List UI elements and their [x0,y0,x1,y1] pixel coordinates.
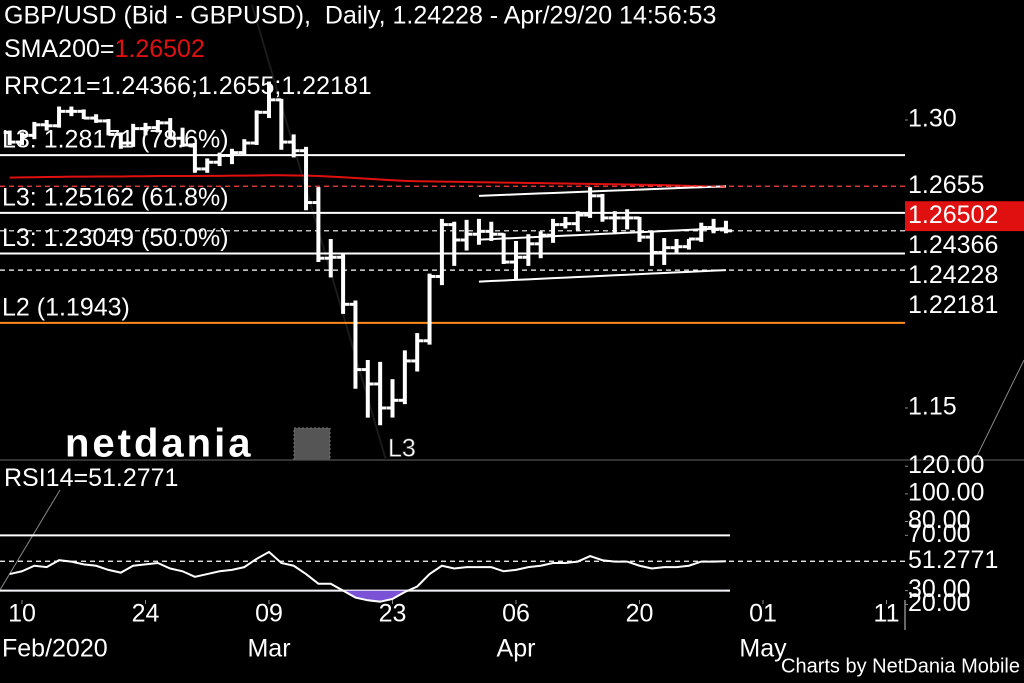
sma-header: SMA200=1.26502 [4,35,205,63]
rsi-tick-label: 30.00 [908,575,971,603]
rsi-header: RSI14=51.2771 [4,464,178,492]
x-tick-label: 11 [874,600,900,628]
channel-lower [478,269,726,283]
oversold-fill [9,590,726,602]
x-month-label: Mar [247,635,290,663]
decor-line [974,359,1024,461]
watermark-icon [293,427,331,460]
price-tag-bg [905,201,1024,232]
x-tick-label: 01 [749,600,777,628]
price-tag: 1.26502 [908,201,998,229]
sma-line [9,174,726,189]
y-tick-label: 1.30 [908,105,957,133]
sma-label: SMA200= [4,35,115,63]
trend-line-label: L3 [388,435,416,463]
price-tag-bg [905,171,1024,202]
level-label: L2 (1.1943) [2,294,130,322]
rsi-tick-label: 80.00 [908,506,971,534]
x-month-label: May [739,635,787,663]
x-month-label: Feb/2020 [2,635,108,663]
footer: Charts by NetDania Mobile [781,655,1020,677]
y-tick-label: 1.15 [908,393,957,421]
rsi-panel [0,534,905,603]
level-label: L3: 1.25162 (61.8%) [2,183,229,211]
axes: 1.301.251.201.15120.00100.0080.0070.0030… [2,105,1024,663]
channel-middle-value: 1.24366 [101,72,191,100]
price-tag: 1.2655 [908,171,984,199]
price-tag-bg [905,291,1024,322]
price-tag: 1.22181 [908,291,998,319]
x-tick-label: 06 [502,600,530,628]
channel-middle [478,227,726,241]
channel-header: RRC21=1.24366;1.2655;1.22181 [4,72,372,100]
x-tick-label: 20 [626,600,654,628]
rsi-tick-label: 70.00 [908,520,971,548]
rsi-label: RSI14= [4,464,88,492]
x-month-label: Apr [497,635,536,663]
level-label: L3: 1.28171 (78.6%) [2,126,229,154]
rsi-tick-label: 100.00 [908,478,984,506]
sma-value: 1.26502 [115,35,205,63]
watermark-group: netdania [65,422,331,466]
rsi-value: 51.2771 [88,464,178,492]
price-tag: 1.24366 [908,231,998,259]
chart-title: GBP/USD (Bid - GBPUSD), Daily, 1.24228 -… [4,2,716,30]
rsi-tag: 51.2771 [908,546,998,574]
price-tag: 1.24228 [908,261,998,289]
x-tick-label: 09 [255,600,283,628]
rsi-tick-label: 20.00 [908,589,971,617]
price-tag-bg [905,231,1024,262]
level-label: L3: 1.23049 (50.0%) [2,224,229,252]
channel-lower-value: 1.22181 [281,72,371,100]
rsi-tag-bg [905,547,1024,576]
rsi-line [9,550,726,603]
channel-upper [478,185,726,197]
x-tick-label: 10 [8,600,36,628]
x-tick-label: 24 [132,600,160,628]
price-panel: L3 netdania L3: 1.28171 (78.6%) L3: 1.251… [0,4,905,466]
price-tag-bg [905,261,1024,292]
channel-label: RRC21= [4,72,101,100]
channel-separator: ; [191,72,198,100]
channel-upper-value: 1.2655 [198,72,274,100]
rsi-tick-label: 120.00 [908,451,984,479]
x-tick-label: 23 [379,600,407,628]
channel-separator: ; [274,72,281,100]
watermark: netdania [65,422,253,466]
